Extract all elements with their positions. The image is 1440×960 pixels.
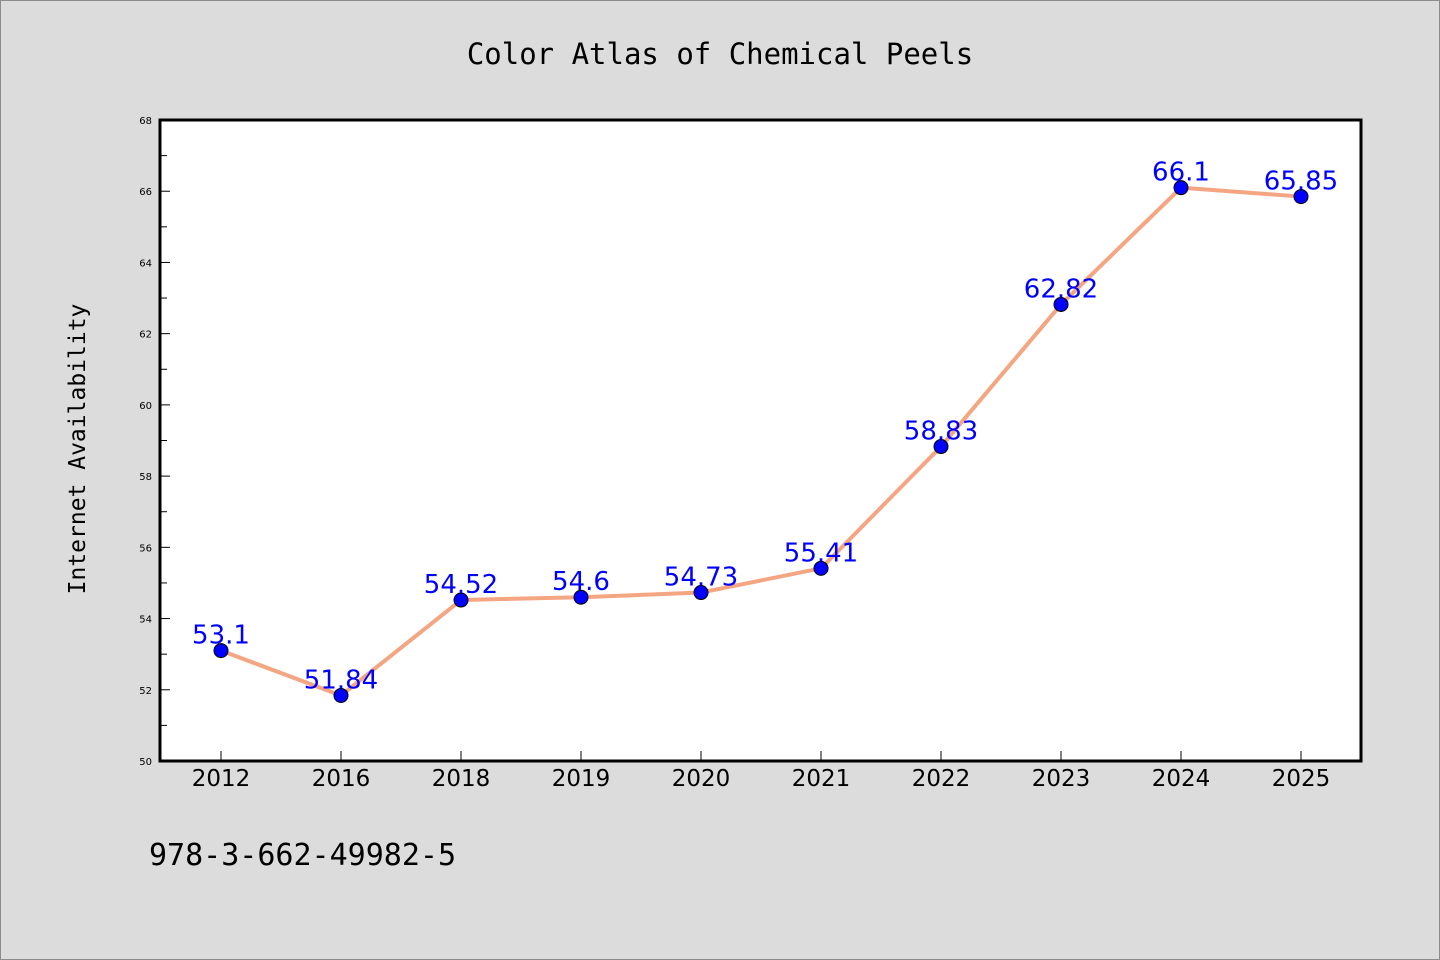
data-label: 54.73 (664, 563, 738, 593)
data-point (573, 589, 589, 605)
data-point (333, 687, 349, 703)
data-label: 55.41 (784, 538, 858, 568)
data-label: 65.85 (1264, 167, 1338, 197)
series-line (220, 185, 1302, 698)
x-tick-label: 2022 (912, 766, 971, 792)
data-label: 54.6 (552, 567, 610, 597)
y-axis-label: Internet Availability (65, 304, 91, 595)
data-point (213, 643, 229, 659)
data-point (1173, 180, 1189, 196)
x-tick-label: 2012 (192, 766, 251, 792)
y-tick-label: 52 (139, 686, 152, 697)
data-point (1053, 296, 1069, 312)
isbn-footer: 978-3-662-49982-5 (149, 838, 456, 873)
x-tick-label: 2023 (1032, 766, 1091, 792)
data-label: 54.52 (424, 570, 498, 600)
data-point (453, 592, 469, 608)
y-tick-label: 64 (139, 258, 152, 269)
data-point (813, 560, 829, 576)
x-tick-label: 2016 (312, 766, 371, 792)
data-point (933, 439, 949, 455)
x-tick-label: 2018 (432, 766, 491, 792)
data-label: 53.1 (192, 621, 250, 651)
data-point (1293, 189, 1309, 205)
x-tick-label: 2020 (672, 766, 731, 792)
y-tick-label: 54 (139, 615, 152, 626)
markers-group (213, 180, 1309, 703)
y-tick-label: 56 (139, 543, 152, 554)
y-tick-label: 50 (139, 757, 152, 768)
y-axis: 50 52 54 56 58 60 62 64 66 68 (139, 116, 170, 768)
plot-area (158, 118, 1363, 763)
data-label: 62.82 (1024, 274, 1098, 304)
x-tick-label: 2021 (792, 766, 851, 792)
y-tick-label: 58 (139, 472, 152, 483)
y-tick-label: 68 (139, 116, 152, 127)
x-tick-label: 2025 (1272, 766, 1331, 792)
series-line-group (220, 185, 1302, 698)
x-tick-label: 2024 (1152, 766, 1211, 792)
data-label: 51.84 (304, 665, 378, 695)
data-labels-group: 53.1 51.84 54.52 54.6 54.73 55.41 58.83 62.82 66… (192, 158, 1338, 696)
x-axis: 2012 2016 2018 2019 2020 2021 2022 2023 2024 2025 (192, 751, 1331, 792)
data-label: 58.83 (904, 417, 978, 447)
data-label: 66.1 (1152, 158, 1210, 188)
x-tick-label: 2019 (552, 766, 611, 792)
y-tick-label: 60 (139, 401, 152, 412)
y-tick-label: 66 (139, 187, 152, 198)
data-point (693, 585, 709, 601)
y-tick-label: 62 (139, 330, 152, 341)
chart-title: Color Atlas of Chemical Peels (467, 37, 973, 71)
